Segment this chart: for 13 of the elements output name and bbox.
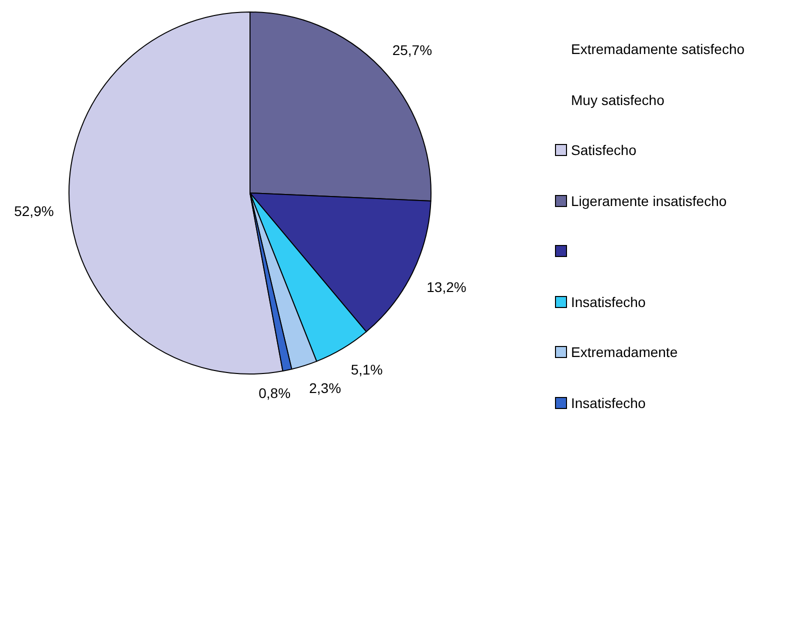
data-label: 13,2% [426, 279, 466, 296]
legend-label: Insatisfecho [570, 394, 646, 412]
legend-label: Satisfecho [570, 141, 636, 159]
legend-label: Extremadamente [570, 343, 678, 361]
legend-label: Insatisfecho [570, 292, 646, 310]
legend-label: Ligeramente insatisfecho [570, 192, 727, 210]
data-label: 2,3% [309, 380, 342, 396]
text: Extremadamente satisfecho [570, 40, 745, 58]
text: Muy satisfecho [570, 90, 664, 108]
data-label: 52,9% [14, 202, 54, 219]
data-label: 25,7% [392, 42, 432, 58]
data-label: 5,1% [350, 361, 383, 378]
data-label: 0,8% [258, 384, 291, 401]
